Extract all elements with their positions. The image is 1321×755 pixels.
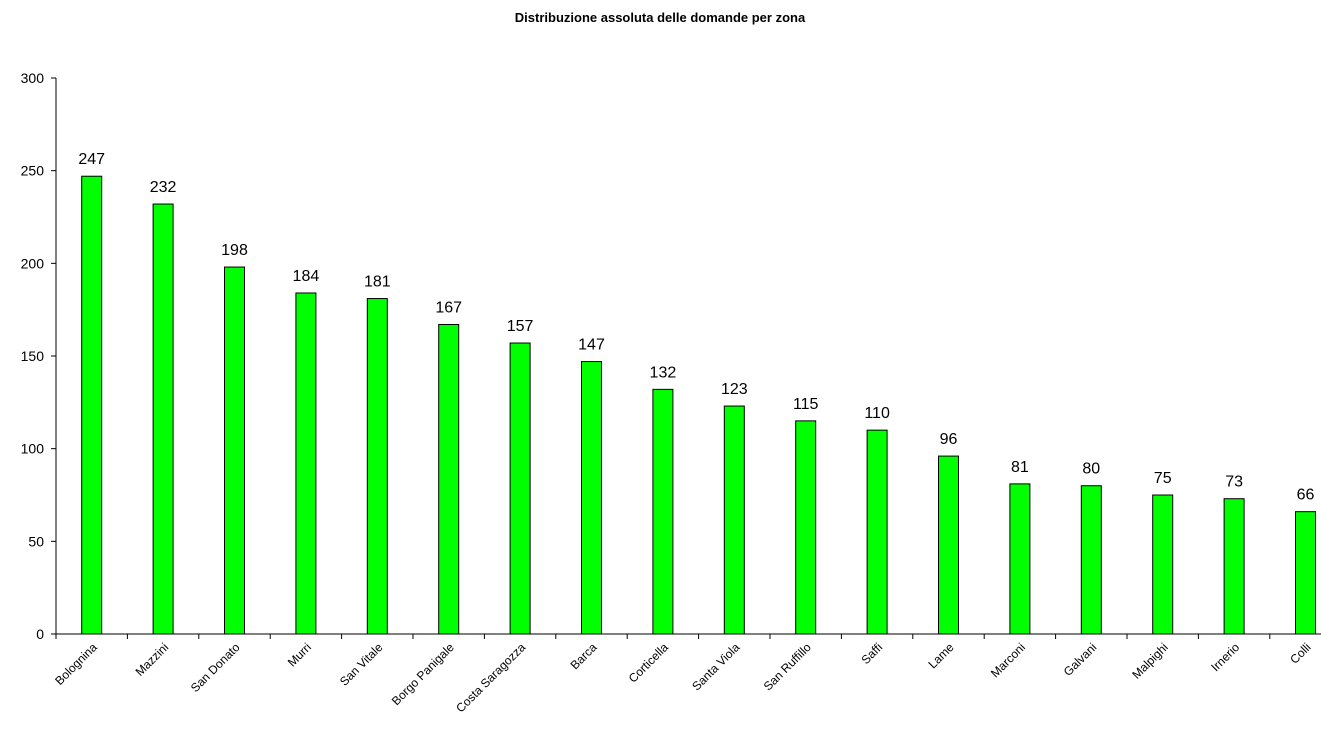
bar (295, 292, 317, 635)
category-label: Barca (568, 640, 600, 672)
data-label: 181 (364, 274, 391, 291)
chart-title: Distribuzione assoluta delle domande per… (515, 10, 806, 25)
bar (723, 405, 745, 635)
data-label: 247 (78, 151, 105, 168)
category-label: Malpighi (1129, 640, 1171, 682)
data-label: 147 (578, 337, 605, 354)
bar (1223, 498, 1245, 635)
bar (795, 420, 817, 635)
category-label: Mazzini (133, 640, 172, 679)
category-label: Saffi (858, 640, 885, 667)
category-label: Irnerio (1208, 640, 1242, 674)
data-label: 232 (150, 179, 177, 196)
y-tick-label: 250 (21, 163, 45, 179)
bar (1009, 483, 1031, 635)
data-label: 73 (1225, 474, 1243, 491)
data-label: 96 (940, 431, 958, 448)
category-label: Murri (285, 640, 314, 669)
data-label: 66 (1297, 487, 1315, 504)
bar (1080, 485, 1102, 635)
bar (938, 455, 959, 635)
bar (81, 175, 103, 635)
bar (866, 429, 888, 635)
category-label: San Vitale (337, 640, 386, 689)
category-label: Bolognina (52, 640, 100, 688)
y-tick-label: 0 (36, 626, 44, 642)
bar (438, 323, 460, 635)
data-label: 184 (293, 268, 320, 285)
data-label: 81 (1011, 459, 1029, 476)
category-label: San Donato (188, 640, 243, 695)
category-label: Marconi (988, 640, 1028, 680)
bar (1295, 511, 1316, 635)
data-labels: 247 232 198 184 181 167 157 147 132 123 115 110 96 81… (78, 151, 1314, 503)
axes: 0 50 100 150 200 250 300 (21, 70, 1321, 642)
data-label: 110 (864, 405, 890, 422)
bar (152, 203, 174, 635)
category-label: Corticella (626, 640, 671, 685)
category-label: Costa Saragozza (453, 640, 528, 715)
category-label: Galvani (1061, 640, 1100, 679)
bar (1152, 494, 1174, 635)
y-tick-label: 100 (21, 441, 45, 457)
bar (581, 361, 602, 635)
data-label: 115 (793, 396, 819, 413)
bar (652, 388, 674, 635)
data-label: 80 (1082, 461, 1100, 478)
category-label: Lame (925, 640, 956, 671)
data-label: 75 (1154, 470, 1172, 487)
bar (509, 342, 531, 635)
bar (366, 298, 388, 635)
category-labels: Bolognina Mazzini San Donato Murri San Vital… (52, 640, 1313, 715)
category-label: Colli (1287, 640, 1313, 666)
y-tick-label: 150 (21, 348, 45, 364)
category-label: Borgo Panigale (389, 640, 457, 708)
data-label: 123 (721, 381, 748, 398)
bar (224, 266, 245, 635)
y-tick-label: 200 (21, 255, 45, 271)
data-label: 198 (221, 242, 248, 259)
category-label: Santa Viola (689, 640, 742, 693)
y-tick-label: 50 (28, 533, 44, 549)
y-tick-label: 300 (21, 70, 45, 86)
bars (81, 175, 1316, 635)
data-label: 167 (435, 299, 462, 316)
category-label: San Ruffillo (761, 640, 814, 693)
data-label: 132 (650, 364, 677, 381)
data-label: 157 (507, 318, 534, 335)
